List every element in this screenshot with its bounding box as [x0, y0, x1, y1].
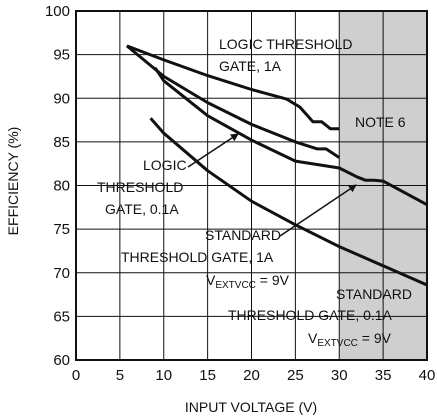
callouts: [187, 133, 357, 237]
x-tick-label-30: 30: [331, 367, 348, 384]
x-tick-label-25: 25: [287, 367, 304, 384]
x-axis-title: INPUT VOLTAGE (V): [185, 399, 317, 415]
logic-1a-label-line2: GATE, 1A: [219, 58, 282, 74]
x-tick-label-35: 35: [375, 367, 392, 384]
series-line-2: [125, 44, 341, 159]
note-6-label: NOTE 6: [355, 114, 406, 130]
x-tick-label-40: 40: [419, 367, 436, 384]
plot-frame: [75, 10, 428, 361]
y-tick-label-75: 75: [53, 221, 70, 238]
y-tick-label-90: 90: [53, 90, 70, 107]
x-tick-label-10: 10: [155, 367, 172, 384]
x-tick-label-20: 20: [243, 367, 260, 384]
series-line-1: [126, 44, 340, 131]
std-01a-label-line2: THRESHOLD GATE, 0.1A: [228, 307, 393, 323]
std-1a-label-line2: THRESHOLD GATE, 1A: [121, 249, 274, 265]
std-1a-sub: EXTVCC: [215, 280, 256, 291]
tick-labels: 0 5 10 15 20 25 30 35 40 60 65 70 75 80 85 90 95 100: [45, 3, 435, 384]
std-1a-eq: = 9V: [256, 272, 290, 288]
logic-01a-callout-arrow: [187, 133, 239, 168]
x-tick-label-15: 15: [199, 367, 216, 384]
logic-01a-label-line1: LOGIC: [143, 157, 187, 173]
x-tick-label-0: 0: [72, 367, 80, 384]
y-tick-label-80: 80: [53, 178, 70, 195]
y-tick-label-70: 70: [53, 265, 70, 282]
std-01a-v: V: [308, 330, 318, 346]
std-01a-sub: EXTVCC: [317, 338, 358, 349]
series-lines: [125, 44, 428, 287]
std-01a-label-line3: VEXTVCC = 9V: [308, 330, 392, 349]
std-01a-label-line1: STANDARD: [336, 286, 412, 302]
std-01a-eq: = 9V: [358, 330, 392, 346]
series-line-3: [153, 66, 428, 207]
y-tick-label-95: 95: [53, 47, 70, 64]
y-tick-label-85: 85: [53, 134, 70, 151]
series-line-4: [149, 117, 428, 287]
logic-1a-label-line1: LOGIC THRESHOLD: [219, 36, 353, 52]
x-tick-label-5: 5: [116, 367, 124, 384]
logic-01a-label-line2: THRESHOLD: [97, 179, 183, 195]
std-1a-callout-arrow: [279, 184, 357, 237]
y-axis-title: EFFICIENCY (%): [5, 127, 21, 236]
y-tick-label-65: 65: [53, 308, 70, 325]
y-tick-label-100: 100: [45, 3, 70, 20]
y-tick-label-60: 60: [53, 352, 70, 369]
std-1a-label-line1: STANDARD: [205, 227, 281, 243]
logic-01a-label-line3: GATE, 0.1A: [105, 201, 179, 217]
std-1a-label-line3: VEXTVCC = 9V: [206, 272, 290, 291]
grid: [76, 11, 427, 360]
std-1a-v: V: [206, 272, 216, 288]
